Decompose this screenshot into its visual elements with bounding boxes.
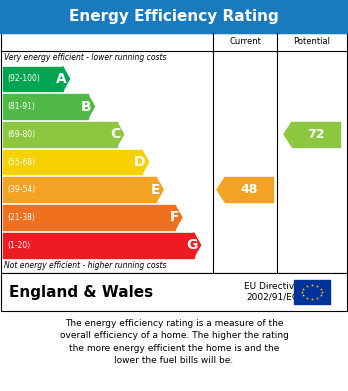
- Bar: [292, 122, 340, 147]
- Text: 48: 48: [240, 183, 258, 196]
- Text: D: D: [134, 155, 145, 169]
- Text: Very energy efficient - lower running costs: Very energy efficient - lower running co…: [4, 54, 166, 63]
- Bar: [294, 280, 330, 304]
- Text: B: B: [81, 100, 92, 113]
- Text: 72: 72: [307, 128, 325, 141]
- Bar: [3, 150, 142, 174]
- Text: EU Directive
2002/91/EC: EU Directive 2002/91/EC: [244, 282, 300, 302]
- Text: (69-80): (69-80): [7, 130, 35, 139]
- Text: C: C: [110, 127, 121, 141]
- Bar: [3, 66, 63, 91]
- Text: Not energy efficient - higher running costs: Not energy efficient - higher running co…: [4, 262, 166, 271]
- Text: G: G: [186, 238, 198, 252]
- Polygon shape: [63, 66, 70, 91]
- Text: (81-91): (81-91): [7, 102, 35, 111]
- Text: The energy efficiency rating is a measure of the
overall efficiency of a home. T: The energy efficiency rating is a measur…: [60, 319, 288, 365]
- Text: England & Wales: England & Wales: [9, 285, 153, 300]
- Bar: [1, 33, 347, 273]
- Polygon shape: [87, 94, 95, 119]
- Bar: [0, 0, 348, 33]
- Text: (92-100): (92-100): [7, 74, 40, 83]
- Polygon shape: [175, 205, 182, 230]
- Bar: [3, 94, 87, 119]
- Polygon shape: [193, 233, 200, 258]
- Bar: [225, 178, 273, 202]
- Bar: [3, 205, 175, 230]
- Text: (55-68): (55-68): [7, 158, 35, 167]
- Text: E: E: [151, 183, 160, 197]
- Polygon shape: [156, 178, 163, 202]
- Text: (1-20): (1-20): [7, 240, 30, 249]
- Bar: [3, 178, 156, 202]
- Text: (21-38): (21-38): [7, 213, 35, 222]
- Text: (39-54): (39-54): [7, 185, 35, 194]
- Text: Potential: Potential: [293, 38, 331, 47]
- Polygon shape: [217, 178, 225, 202]
- Bar: [1, 273, 347, 311]
- Text: Current: Current: [229, 38, 261, 47]
- Polygon shape: [284, 122, 292, 147]
- Text: Energy Efficiency Rating: Energy Efficiency Rating: [69, 9, 279, 24]
- Polygon shape: [142, 150, 149, 174]
- Bar: [3, 122, 117, 147]
- Bar: [3, 233, 193, 258]
- Text: F: F: [169, 210, 179, 224]
- Text: A: A: [56, 72, 66, 86]
- Polygon shape: [117, 122, 124, 147]
